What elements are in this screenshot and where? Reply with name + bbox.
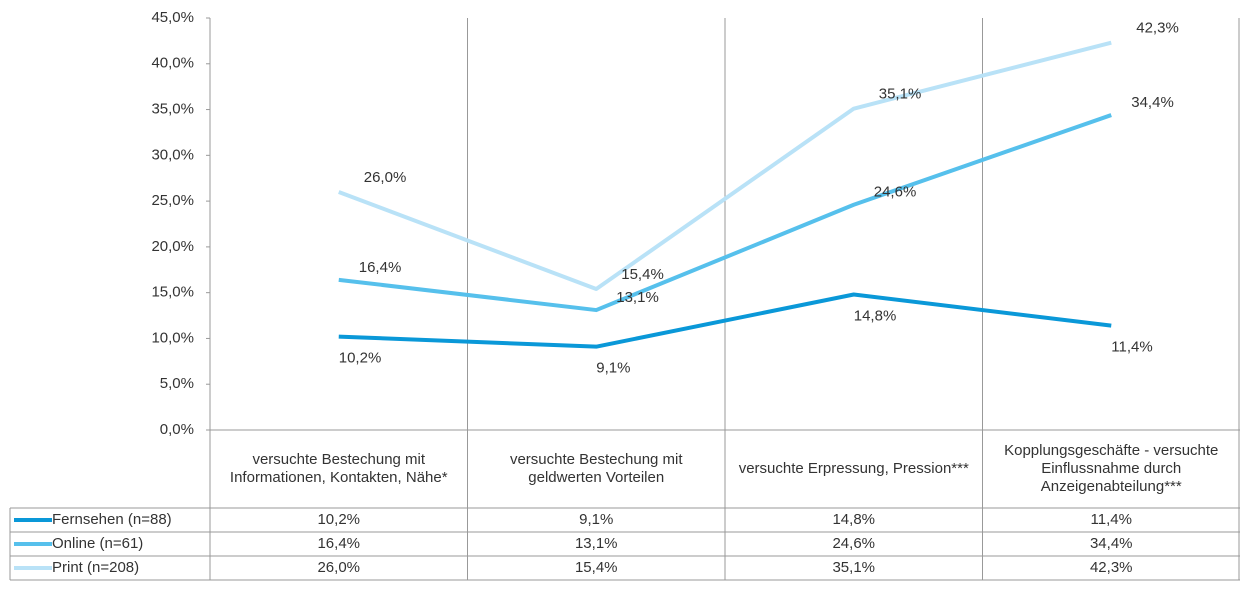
- y-tick-label: 40,0%: [151, 55, 194, 72]
- data-label: 35,1%: [879, 86, 922, 103]
- data-label: 13,1%: [616, 289, 659, 306]
- data-label: 26,0%: [364, 169, 407, 186]
- category-label: versuchte Bestechung mit Informationen, …: [229, 451, 448, 486]
- legend-label: Fernsehen (n=88): [52, 511, 172, 528]
- y-tick-label: 20,0%: [151, 238, 194, 255]
- series-line: [338, 292, 1112, 349]
- data-label: 16,4%: [359, 259, 402, 276]
- table-cell: 42,3%: [1089, 559, 1133, 576]
- table-cell: 9,1%: [579, 511, 614, 528]
- data-label: 15,4%: [621, 266, 664, 283]
- category-label: Kopplungsgeschäfte - versuchte Einflussn…: [1004, 442, 1219, 495]
- series-line: [338, 40, 1112, 292]
- category-label: versuchte Erpressung, Pression***: [738, 460, 969, 477]
- table-cell: 34,4%: [1089, 535, 1133, 552]
- data-label: 11,4%: [1111, 339, 1152, 356]
- y-tick-label: 35,0%: [151, 101, 194, 118]
- y-tick-label: 0,0%: [160, 421, 194, 438]
- table-cell: 16,4%: [317, 535, 361, 552]
- table-cell: 11,4%: [1090, 511, 1132, 528]
- table-cell: 24,6%: [832, 535, 876, 552]
- data-label: 34,4%: [1131, 94, 1174, 111]
- legend-label: Print (n=208): [52, 559, 140, 576]
- y-tick-label: 45,0%: [151, 9, 194, 26]
- data-label: 14,8%: [854, 307, 897, 324]
- table-cell: 26,0%: [317, 559, 361, 576]
- y-tick-label: 10,0%: [151, 329, 194, 346]
- table-cell: 14,8%: [832, 511, 876, 528]
- table-cell: 10,2%: [317, 511, 361, 528]
- data-label: 24,6%: [874, 184, 917, 201]
- y-tick-label: 5,0%: [160, 375, 194, 392]
- data-label: 10,2%: [339, 350, 382, 367]
- y-tick-label: 30,0%: [151, 146, 194, 163]
- data-label: 9,1%: [596, 360, 630, 377]
- data-label: 42,3%: [1136, 20, 1179, 37]
- y-tick-label: 15,0%: [151, 284, 194, 301]
- legend-label: Online (n=61): [52, 535, 144, 552]
- category-label: versuchte Bestechung mit geldwerten Vort…: [509, 451, 683, 486]
- y-tick-label: 25,0%: [151, 192, 194, 209]
- series-line: [338, 113, 1112, 313]
- table-cell: 35,1%: [832, 559, 876, 576]
- table-cell: 15,4%: [574, 559, 618, 576]
- table-cell: 13,1%: [574, 535, 618, 552]
